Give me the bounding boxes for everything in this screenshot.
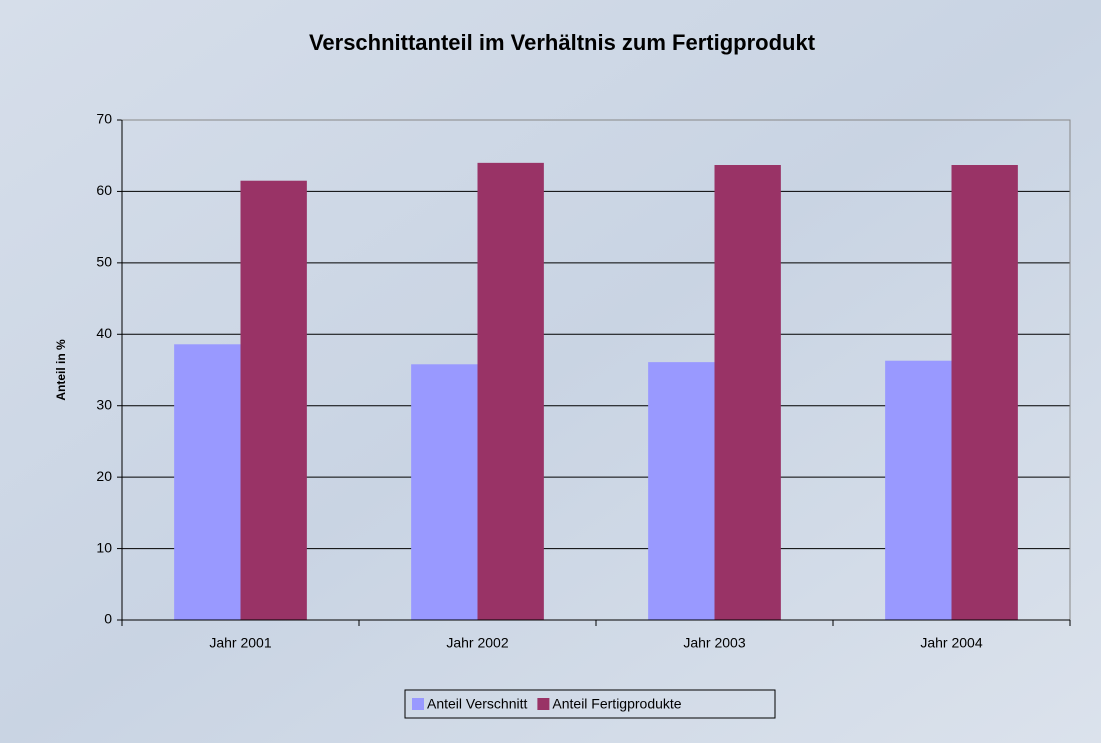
x-tick-label: Jahr 2004: [920, 635, 982, 651]
y-tick-label: 40: [96, 325, 112, 341]
bar: [477, 162, 544, 620]
y-tick-label: 0: [104, 611, 112, 627]
legend-box: [404, 689, 776, 719]
bar: [714, 165, 781, 620]
legend-swatch: [537, 698, 550, 710]
x-tick-label: Jahr 2002: [446, 635, 508, 651]
legend-swatch: [412, 698, 424, 710]
bar: [885, 360, 952, 620]
bar: [411, 364, 478, 620]
bar: [174, 344, 241, 620]
y-tick-label: 60: [96, 182, 112, 198]
bar: [648, 362, 715, 620]
x-tick-label: Jahr 2003: [683, 635, 745, 651]
x-tick-label: Jahr 2001: [209, 635, 271, 651]
y-tick-label: 20: [96, 468, 112, 484]
y-axis-label: Anteil in %: [54, 339, 68, 401]
chart-title: Verschnittanteil im Verhältnis zum Ferti…: [309, 30, 816, 55]
legend-label: Anteil Verschnitt: [427, 696, 527, 712]
y-tick-label: 50: [96, 254, 112, 270]
y-tick-label: 70: [96, 111, 112, 127]
y-tick-label: 10: [96, 539, 112, 555]
legend-label: Anteil Fertigprodukte: [552, 696, 681, 712]
bar: [240, 180, 307, 620]
y-tick-label: 30: [96, 396, 112, 412]
bar: [951, 165, 1018, 620]
